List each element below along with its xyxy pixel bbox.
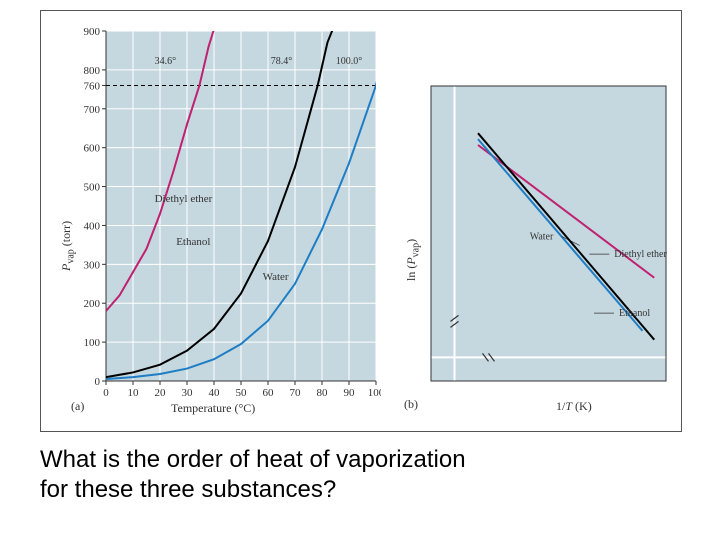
caption-text: What is the order of heat of vaporizatio… (40, 445, 680, 505)
chart-a: 0 10 20 30 40 50 60 70 80 90 100 0 100 200 300 400 500 60… (51, 21, 381, 419)
svg-text:10: 10 (128, 387, 140, 399)
svg-text:Diethyl ether: Diethyl ether (614, 249, 667, 260)
svg-text:70: 70 (290, 387, 302, 399)
svg-text:700: 700 (84, 104, 101, 116)
svg-text:100: 100 (84, 337, 101, 349)
caption-line2: for these three substances? (40, 475, 680, 505)
svg-text:400: 400 (84, 220, 101, 232)
figure-container: 0 10 20 30 40 50 60 70 80 90 100 0 100 200 300 400 500 60… (40, 10, 682, 432)
svg-text:800: 800 (84, 65, 101, 77)
svg-text:200: 200 (84, 298, 101, 310)
chart-b-ylabel-text: ln (Pvap) (404, 239, 418, 281)
chart-b-sublabel: (b) (404, 397, 418, 412)
svg-text:Ethanol: Ethanol (619, 308, 650, 319)
svg-text:760: 760 (84, 80, 101, 92)
svg-text:80: 80 (317, 387, 329, 399)
chart-b-xlabel-text: 1/T (K) (556, 399, 592, 413)
svg-text:50: 50 (236, 387, 248, 399)
svg-text:34.6°: 34.6° (155, 56, 177, 67)
chart-a-xlabel: Temperature (°C) (171, 401, 255, 416)
svg-text:Water: Water (530, 231, 554, 242)
svg-text:0: 0 (95, 376, 101, 388)
svg-text:78.4°: 78.4° (271, 56, 293, 67)
svg-text:100.0°: 100.0° (336, 56, 363, 67)
svg-text:60: 60 (263, 387, 275, 399)
svg-text:20: 20 (155, 387, 167, 399)
chart-b: Diethyl ether Water Ethanol ln (Pvap) 1/T … (396, 81, 674, 419)
svg-text:Ethanol: Ethanol (176, 236, 210, 248)
svg-text:30: 30 (182, 387, 194, 399)
svg-text:Water: Water (263, 271, 289, 283)
svg-text:Diethyl ether: Diethyl ether (155, 193, 213, 205)
chart-a-ylabel-text: Pvap (torr) (59, 221, 73, 271)
svg-text:500: 500 (84, 182, 101, 194)
svg-text:40: 40 (209, 387, 221, 399)
chart-b-svg: Diethyl ether Water Ethanol (396, 81, 674, 419)
slide-page: 0 10 20 30 40 50 60 70 80 90 100 0 100 200 300 400 500 60… (0, 0, 720, 540)
chart-b-xlabel: 1/T (K) (556, 399, 592, 414)
svg-text:900: 900 (84, 26, 101, 38)
chart-a-sublabel: (a) (71, 399, 84, 414)
svg-text:600: 600 (84, 143, 101, 155)
chart-a-svg: 0 10 20 30 40 50 60 70 80 90 100 0 100 200 300 400 500 60… (51, 21, 381, 419)
chart-a-ylabel: Pvap (torr) (59, 221, 76, 271)
chart-b-ylabel: ln (Pvap) (404, 239, 421, 281)
svg-text:300: 300 (84, 259, 101, 271)
svg-text:90: 90 (344, 387, 356, 399)
svg-text:0: 0 (103, 387, 109, 399)
caption-line1: What is the order of heat of vaporizatio… (40, 445, 680, 475)
svg-text:100: 100 (368, 387, 381, 399)
